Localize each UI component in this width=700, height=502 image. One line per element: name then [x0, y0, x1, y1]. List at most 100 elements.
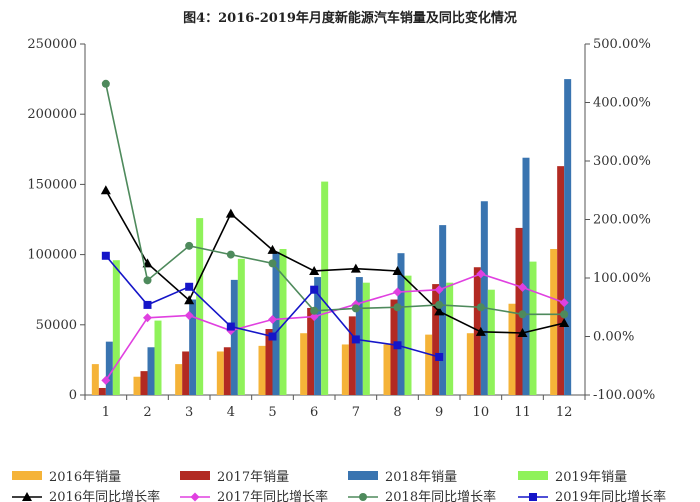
- bar-2019年销量-1: [112, 260, 120, 395]
- point-2018年同比增长率-1: [101, 79, 110, 88]
- bar-2016年销量-11: [508, 303, 516, 395]
- point-2017年同比增长率-11: [518, 282, 527, 292]
- bar-2017年销量-1: [98, 387, 106, 395]
- line-2017年同比增长率: [105, 273, 565, 381]
- y-left-tick-label: 150000: [27, 177, 77, 192]
- point-2017年同比增长率-10: [476, 269, 486, 279]
- point-2019年同比增长率-6: [310, 285, 319, 294]
- y-left-tick-label: 0: [69, 388, 77, 403]
- bar-2019年销量-5: [279, 248, 287, 395]
- x-tick-label: 12: [556, 405, 573, 420]
- y-left-tick-label: 50000: [36, 318, 77, 333]
- point-2019年同比增长率-9: [435, 352, 444, 361]
- bar-2019年销量-9: [446, 282, 454, 395]
- bar-2019年销量-6: [321, 181, 329, 395]
- bar-2016年销量-5: [258, 345, 266, 395]
- point-2016年同比增长率-7: [350, 263, 361, 273]
- x-tick-label: 7: [352, 405, 360, 420]
- point-2018年同比增长率-4: [226, 250, 235, 259]
- bar-2018年销量-6: [314, 277, 322, 395]
- legend-label-2018年销量: 2018年销量: [385, 470, 457, 485]
- bar-2019年销量-2: [154, 320, 162, 395]
- bar-2017年销量-9: [432, 284, 440, 395]
- bar-2018年销量-5: [272, 251, 280, 395]
- point-2016年同比增长率-1: [100, 185, 111, 195]
- legend: 2016年销量 2017年销量 2018年销量 2019年销量 2016年同比增长率 20…: [12, 470, 666, 502]
- line-2018年同比增长率: [105, 83, 565, 316]
- point-2016年同比增长率-9: [434, 306, 445, 316]
- x-tick-label: 5: [268, 405, 276, 420]
- bar-2017年销量-3: [182, 351, 190, 395]
- point-2016年同比增长率-10: [475, 326, 486, 336]
- point-2017年同比增长率-12: [559, 298, 569, 308]
- point-2017年同比增长率-3: [184, 310, 194, 320]
- bar-2018年销量-1: [105, 341, 113, 395]
- y-left-tick-label: 200000: [27, 107, 77, 122]
- point-2019年同比增长率-5: [268, 332, 277, 341]
- bar-2017年销量-11: [515, 227, 523, 395]
- point-2017年同比增长率-1: [101, 375, 111, 385]
- point-2016年同比增长率-11: [517, 327, 528, 337]
- chart-title: 图4：2016-2019年月度新能源汽车销量及同比变化情况: [183, 10, 517, 26]
- bar-2017年销量-6: [307, 307, 315, 395]
- bar-2019年销量-7: [362, 282, 370, 395]
- bar-2019年销量-4: [237, 258, 245, 395]
- legend-label-2016年同比增长率: 2016年同比增长率: [49, 489, 160, 502]
- bar-2018年销量-2: [147, 347, 155, 395]
- point-2018年同比增长率-12: [560, 310, 569, 319]
- legend-marker-2016年同比增长率: [22, 492, 32, 501]
- point-2016年同比增长率-12: [559, 318, 570, 328]
- y-right-tick-label: 200.00%: [593, 213, 651, 228]
- legend-label-2017年销量: 2017年销量: [217, 470, 289, 485]
- point-2017年同比增长率-2: [143, 313, 152, 323]
- legend-label-2018年同比增长率: 2018年同比增长率: [385, 489, 496, 502]
- point-2017年同比增长率-8: [393, 287, 402, 297]
- bar-2018年销量-10: [480, 201, 488, 395]
- x-tick-label: 1: [102, 405, 110, 420]
- bar-2017年销量-5: [265, 329, 273, 395]
- bar-2016年销量-7: [341, 344, 349, 395]
- legend-label-2016年销量: 2016年销量: [49, 470, 121, 485]
- legend-swatch-2017年销量: [180, 471, 210, 480]
- bar-2017年销量-2: [140, 371, 148, 395]
- x-tick-label: 2: [143, 405, 151, 420]
- y-right-tick-label: 300.00%: [593, 154, 651, 169]
- bar-2016年销量-9: [425, 334, 433, 395]
- bar-2018年销量-8: [397, 253, 405, 395]
- point-2019年同比增长率-4: [226, 322, 235, 331]
- legend-label-2019年销量: 2019年销量: [555, 470, 627, 485]
- legend-label-2019年同比增长率: 2019年同比增长率: [555, 489, 666, 502]
- point-2016年同比增长率-6: [309, 265, 320, 275]
- y-right-tick-label: 100.00%: [593, 271, 651, 286]
- y-left-tick-label: 250000: [27, 37, 77, 52]
- x-tick-label: 3: [185, 405, 193, 420]
- bar-2017年销量-4: [223, 347, 231, 395]
- bar-2019年销量-8: [404, 275, 412, 395]
- point-2017年同比增长率-9: [434, 285, 444, 295]
- bar-2017年销量-7: [348, 316, 356, 395]
- point-2018年同比增长率-10: [476, 303, 485, 312]
- y-right-tick-label: 500.00%: [593, 37, 651, 52]
- y-right-tick-label: 400.00%: [593, 96, 651, 111]
- legend-swatch-2016年销量: [12, 471, 42, 480]
- point-2016年同比增长率-4: [225, 208, 236, 218]
- bar-2016年销量-10: [466, 333, 474, 395]
- point-2016年同比增长率-8: [392, 265, 403, 275]
- bar-2019年销量-3: [196, 218, 204, 395]
- x-tick-label: 4: [227, 405, 235, 420]
- bar-2018年销量-3: [189, 299, 197, 395]
- bar-2018年销量-9: [439, 225, 447, 395]
- bar-2018年销量-4: [230, 279, 238, 395]
- legend-marker-2019年同比增长率: [529, 493, 537, 501]
- legend-marker-2017年同比增长率: [190, 492, 200, 502]
- legend-swatch-2018年销量: [348, 471, 378, 480]
- bar-2016年销量-8: [383, 344, 391, 395]
- point-2018年同比增长率-6: [310, 306, 319, 315]
- point-2018年同比增长率-5: [268, 259, 277, 268]
- point-2018年同比增长率-11: [518, 310, 527, 319]
- bar-2016年销量-12: [550, 248, 558, 395]
- y-right-tick-label: -100.00%: [593, 388, 655, 403]
- line-2016年同比增长率: [105, 189, 565, 334]
- bar-2019年销量-10: [487, 289, 495, 395]
